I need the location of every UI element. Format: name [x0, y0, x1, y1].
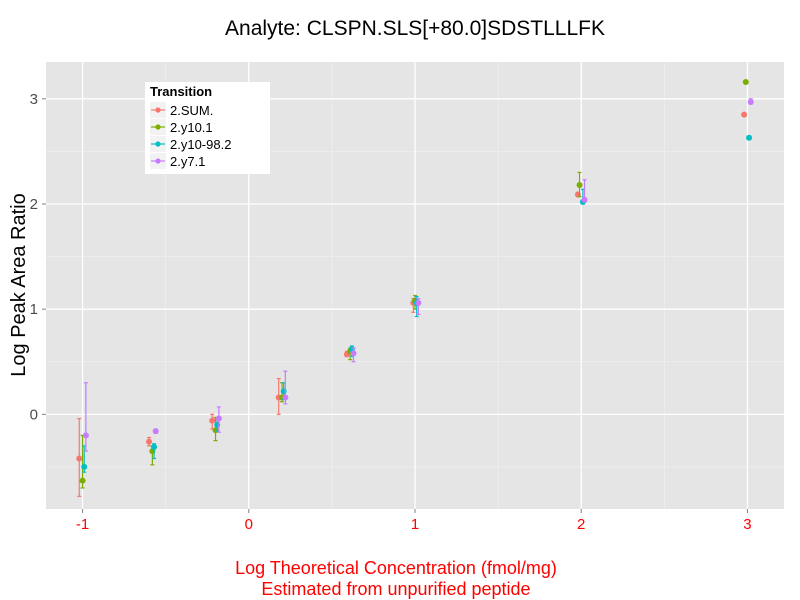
data-point [82, 432, 89, 439]
data-point [741, 111, 748, 118]
data-point [79, 477, 86, 484]
legend-key-dot [155, 158, 161, 164]
data-point [581, 196, 588, 203]
legend-label: 2.y7.1 [170, 154, 205, 169]
data-point [152, 428, 159, 435]
y-axis-title: Log Peak Area Ratio [8, 193, 30, 376]
legend-label: 2.SUM. [170, 103, 213, 118]
x-tick-label: -1 [76, 516, 89, 533]
x-tick-label: 3 [743, 516, 751, 533]
data-point [576, 182, 583, 189]
data-point [350, 350, 357, 357]
y-tick-label: 0 [30, 406, 38, 423]
x-tick-label: 0 [245, 516, 253, 533]
y-tick-label: 1 [30, 301, 38, 318]
chart-title: Analyte: CLSPN.SLS[+80.0]SDSTLLLFK [225, 17, 605, 40]
x-axis-title-line-1: Log Theoretical Concentration (fmol/mg) [235, 558, 557, 578]
legend-key-dot [155, 124, 161, 130]
data-point [146, 438, 153, 445]
y-tick-label: 3 [30, 91, 38, 108]
data-point [76, 455, 83, 462]
x-tick-label: 1 [411, 516, 419, 533]
data-point [209, 417, 216, 424]
legend-label: 2.y10-98.2 [170, 137, 231, 152]
data-point [215, 415, 222, 422]
data-point [415, 299, 422, 306]
legend-key-dot [155, 107, 161, 113]
data-point [282, 394, 289, 401]
legend: Transition 2.SUM. 2.y10.1 2.y10-98.2 2.y7.1 [145, 82, 270, 174]
data-point [746, 134, 753, 141]
data-point [742, 78, 749, 85]
data-point [81, 463, 88, 470]
legend-label: 2.y10.1 [170, 120, 213, 135]
data-point [151, 443, 158, 450]
legend-title: Transition [150, 84, 212, 99]
y-tick-label: 2 [30, 196, 38, 213]
legend-key-dot [155, 141, 161, 147]
x-axis-title-line-2: Estimated from unpurified peptide [261, 579, 530, 599]
data-point [747, 98, 754, 105]
x-tick-label: 2 [577, 516, 585, 533]
series-2-y7-1 [82, 98, 754, 452]
